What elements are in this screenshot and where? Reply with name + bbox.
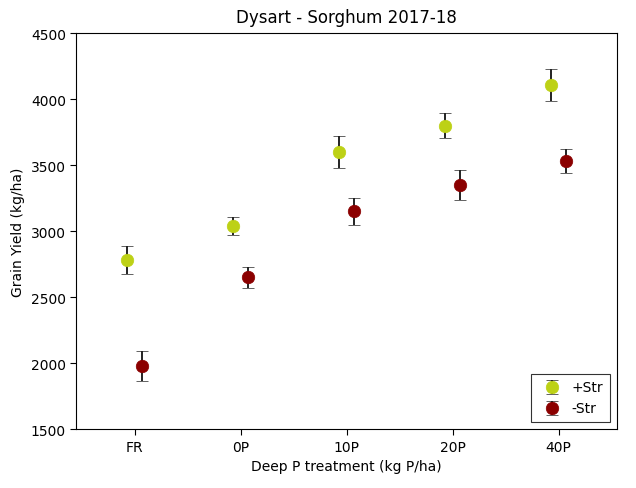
Y-axis label: Grain Yield (kg/ha): Grain Yield (kg/ha) (11, 167, 25, 296)
Title: Dysart - Sorghum 2017-18: Dysart - Sorghum 2017-18 (236, 9, 457, 27)
Legend: +Str, -Str: +Str, -Str (531, 374, 610, 423)
X-axis label: Deep P treatment (kg P/ha): Deep P treatment (kg P/ha) (251, 459, 442, 473)
